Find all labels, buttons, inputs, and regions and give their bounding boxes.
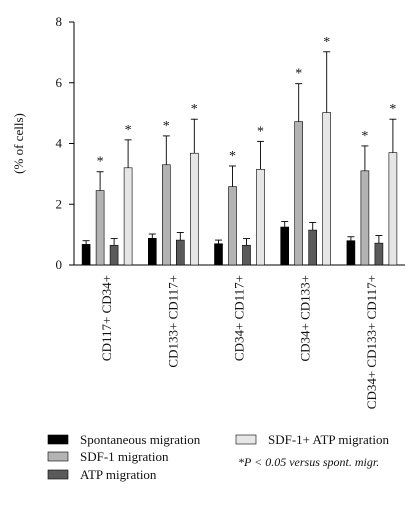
legend-swatch [47,434,69,445]
legend-label: SDF-1 migration [80,449,169,464]
significance-star: * [163,119,170,134]
category-label: CD117+ CD34+ [99,275,114,361]
bar [214,243,223,266]
bar [228,186,237,266]
bar [322,112,332,266]
significance-star: * [361,129,368,144]
legend-swatch [47,469,69,480]
bar [162,164,171,266]
bar [176,239,185,266]
y-tick-label: 8 [56,14,63,29]
legend-swatch [47,451,69,462]
bar [95,190,105,266]
category-label: CD34+ CD133+ CD117+ [364,275,379,409]
bar [388,152,398,266]
legend-swatch [235,434,257,445]
y-tick-label: 2 [56,196,63,211]
significance-star: * [97,155,104,170]
legend-label: Spontaneous migration [80,432,201,447]
significance-star: * [257,124,264,139]
bar [308,229,318,266]
category-label: CD133+ CD117+ [165,275,180,368]
bar [148,237,157,266]
bar [346,240,356,266]
significance-star: * [125,123,132,138]
legend-label: ATP migration [80,467,157,482]
y-tick-label: 6 [56,75,63,90]
bar [109,244,119,266]
significance-star: * [191,102,198,117]
y-tick-label: 0 [56,257,63,272]
category-label: CD34+ CD117+ [232,275,247,361]
significance-star: * [323,35,330,50]
bar [294,121,304,266]
bar [256,169,265,266]
y-axis-title: (% of cells) [11,113,26,174]
bar [190,152,199,266]
significance-note: *P < 0.05 versus spont. migr. [238,455,379,469]
significance-star: * [295,67,302,82]
bar [374,242,384,266]
significance-star: * [229,149,236,164]
bar [81,244,91,266]
bar [123,167,133,266]
bar [242,244,251,266]
bar [360,170,370,266]
significance-star: * [389,102,396,117]
bar [280,226,290,266]
y-tick-label: 4 [56,136,63,151]
legend-label: SDF-1+ ATP migration [268,432,389,447]
category-label: CD34+ CD133+ [298,275,313,362]
